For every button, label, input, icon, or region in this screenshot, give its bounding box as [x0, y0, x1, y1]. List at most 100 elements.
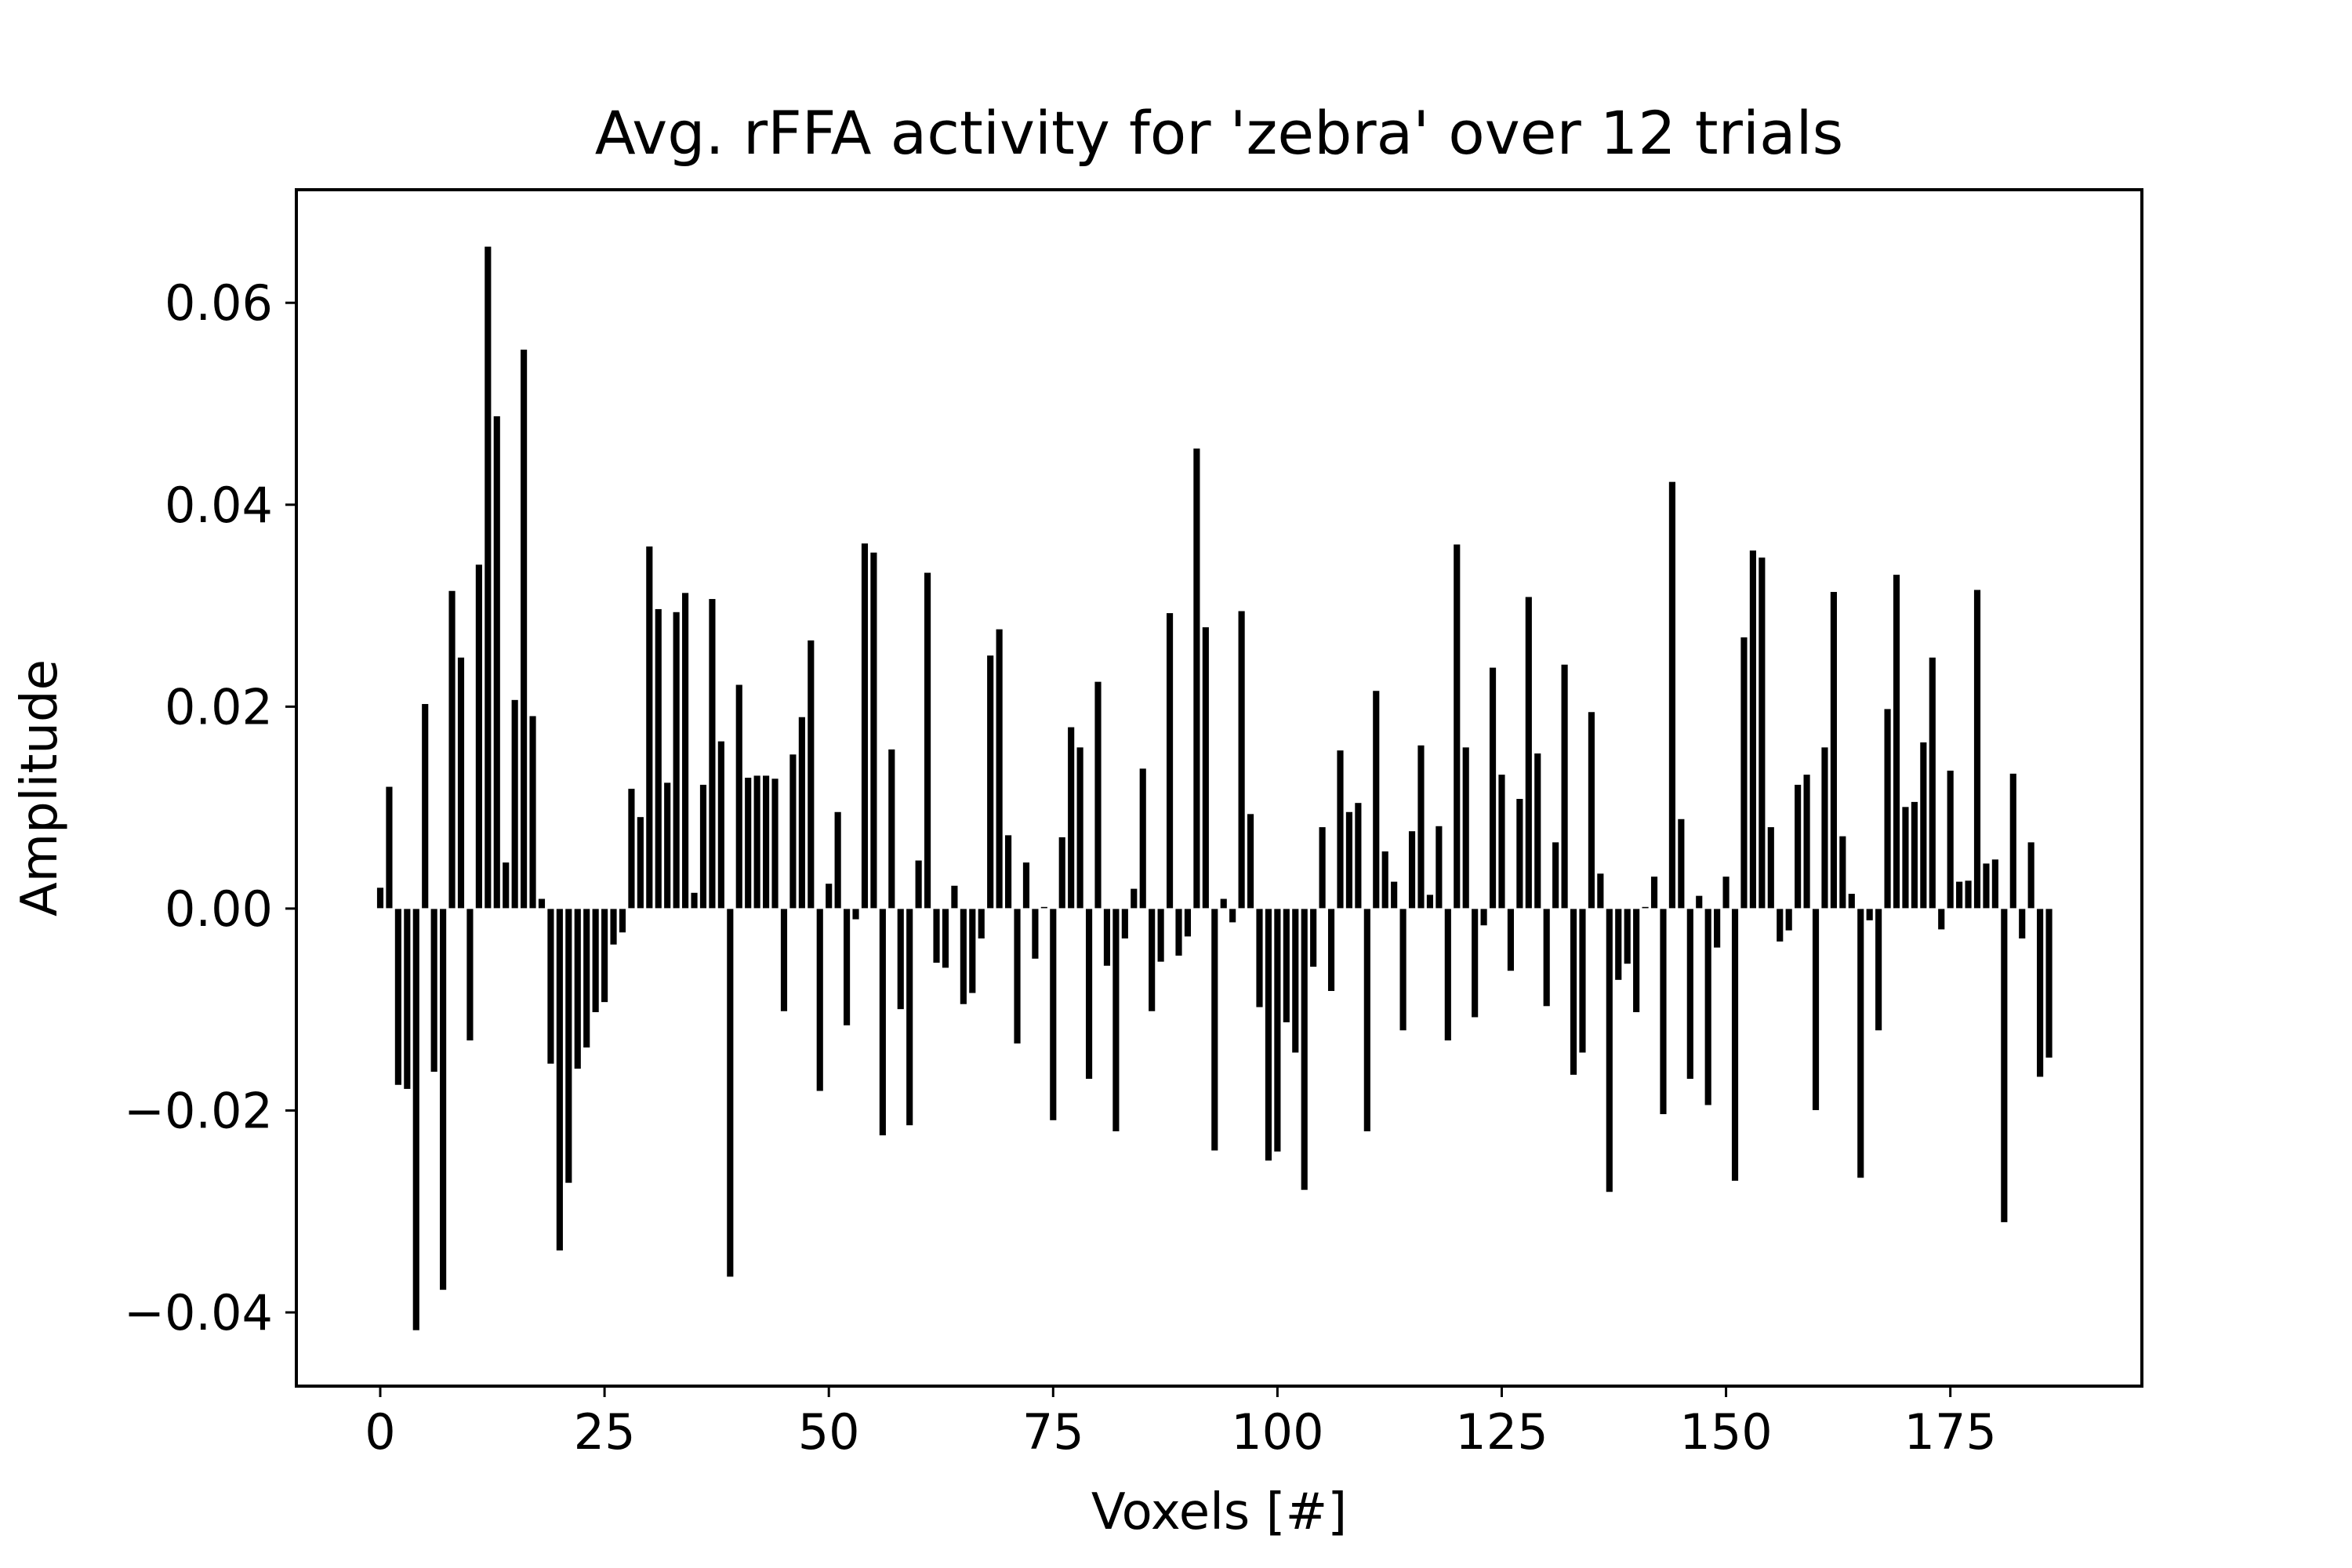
- bar-voxel-129: [1534, 753, 1542, 909]
- bar-voxel-108: [1345, 811, 1354, 909]
- bar-voxel-10: [466, 908, 474, 1042]
- bar-voxel-38: [717, 740, 725, 909]
- bar-voxel-36: [699, 783, 708, 909]
- y-tick-label: 0.00: [165, 880, 273, 938]
- bar-voxel-59: [906, 908, 914, 1127]
- bar-voxel-33: [672, 611, 681, 909]
- bar-voxel-107: [1336, 750, 1345, 909]
- x-tick-label: 150: [1679, 1403, 1772, 1461]
- bar-voxel-13: [492, 415, 501, 909]
- bar-voxel-127: [1515, 798, 1524, 909]
- bar-voxel-146: [1686, 908, 1694, 1080]
- bar-voxel-133: [1569, 908, 1578, 1076]
- bar-voxel-183: [2018, 908, 2027, 940]
- bar-voxel-175: [1946, 769, 1955, 909]
- bar-voxel-34: [681, 592, 690, 909]
- plot-frame: [295, 188, 2143, 1388]
- bar-voxel-138: [1614, 908, 1623, 981]
- bar-voxel-15: [510, 699, 519, 909]
- bar-voxel-48: [807, 639, 815, 909]
- x-tick-label: 25: [574, 1403, 636, 1461]
- bar-voxel-80: [1094, 681, 1102, 909]
- bar-voxel-88: [1165, 612, 1174, 909]
- bar-voxel-84: [1130, 887, 1138, 909]
- bar-voxel-147: [1695, 895, 1704, 909]
- bar-voxel-42: [753, 775, 761, 909]
- bar-voxel-179: [1982, 862, 1991, 909]
- bar-voxel-186: [2045, 908, 2053, 1058]
- bar-voxel-93: [1210, 908, 1219, 1152]
- bar-voxel-106: [1327, 908, 1336, 992]
- bar-voxel-23: [583, 908, 591, 1049]
- bar-voxel-185: [2036, 908, 2045, 1078]
- bar-voxel-139: [1623, 908, 1632, 965]
- bar-voxel-92: [1201, 626, 1210, 909]
- x-tick-label: 0: [365, 1403, 395, 1461]
- bar-voxel-64: [950, 884, 959, 909]
- bar-voxel-56: [878, 908, 887, 1137]
- bar-voxel-21: [564, 908, 573, 1184]
- bar-voxel-65: [959, 908, 967, 1005]
- bar-voxel-97: [1246, 813, 1255, 909]
- bar-voxel-83: [1120, 908, 1129, 940]
- bar-voxel-76: [1058, 836, 1066, 909]
- bar-voxel-136: [1596, 873, 1605, 909]
- bar-voxel-20: [555, 908, 564, 1251]
- bar-voxel-176: [1955, 880, 1964, 909]
- bar-voxel-17: [528, 715, 537, 909]
- bar-voxel-55: [869, 551, 878, 909]
- bar-voxel-154: [1758, 557, 1766, 909]
- bar-voxel-86: [1148, 908, 1156, 1012]
- bar-voxel-119: [1443, 908, 1452, 1042]
- bar-voxel-137: [1605, 908, 1613, 1193]
- bar-voxel-74: [1040, 906, 1048, 909]
- bar-voxel-157: [1784, 908, 1793, 931]
- bar-voxel-89: [1174, 908, 1183, 956]
- bar-voxel-95: [1229, 908, 1237, 924]
- bar-voxel-72: [1022, 862, 1031, 909]
- bar-voxel-156: [1776, 908, 1784, 942]
- bar-voxel-66: [968, 908, 977, 994]
- bar-voxel-85: [1138, 768, 1147, 909]
- bar-voxel-87: [1156, 908, 1165, 963]
- bar-voxel-71: [1013, 908, 1022, 1044]
- bar-voxel-115: [1407, 830, 1417, 909]
- x-axis-ticks: 0 25 50 75 100 125 150 175: [365, 1386, 1997, 1461]
- bar-voxel-102: [1291, 908, 1300, 1054]
- bar-voxel-150: [1722, 876, 1730, 909]
- bar-voxel-123: [1479, 908, 1488, 927]
- bar-voxel-32: [663, 782, 672, 909]
- bar-voxel-26: [609, 908, 618, 946]
- bar-voxel-134: [1578, 908, 1587, 1054]
- bar-voxel-73: [1031, 908, 1040, 960]
- bar-voxel-135: [1587, 711, 1595, 909]
- bar-voxel-8: [448, 590, 456, 909]
- bars: [376, 245, 2053, 1331]
- bar-voxel-51: [833, 811, 842, 909]
- bar-voxel-78: [1076, 746, 1084, 909]
- bar-voxel-1: [385, 786, 394, 909]
- bar-voxel-144: [1668, 481, 1676, 909]
- bar-voxel-96: [1237, 610, 1246, 909]
- bar-voxel-99: [1264, 908, 1273, 1162]
- bar-voxel-160: [1811, 908, 1820, 1111]
- bar-voxel-18: [537, 898, 546, 909]
- bar-voxel-63: [941, 908, 950, 969]
- y-tick-label: 0.02: [165, 678, 273, 735]
- bar-voxel-91: [1192, 448, 1201, 909]
- bar-voxel-116: [1417, 744, 1425, 909]
- bar-voxel-70: [1004, 834, 1013, 909]
- bar-voxel-111: [1372, 690, 1381, 909]
- bar-voxel-118: [1435, 825, 1443, 909]
- bar-voxel-39: [726, 908, 735, 1278]
- bar-voxel-49: [815, 908, 824, 1092]
- bar-voxel-163: [1838, 835, 1847, 909]
- bar-voxel-27: [618, 908, 627, 934]
- bar-voxel-69: [995, 628, 1004, 909]
- bar-voxel-143: [1659, 908, 1668, 1116]
- x-tick-label: 50: [798, 1403, 860, 1461]
- bar-voxel-41: [744, 776, 753, 909]
- bar-voxel-57: [887, 748, 896, 909]
- bar-voxel-75: [1049, 908, 1058, 1121]
